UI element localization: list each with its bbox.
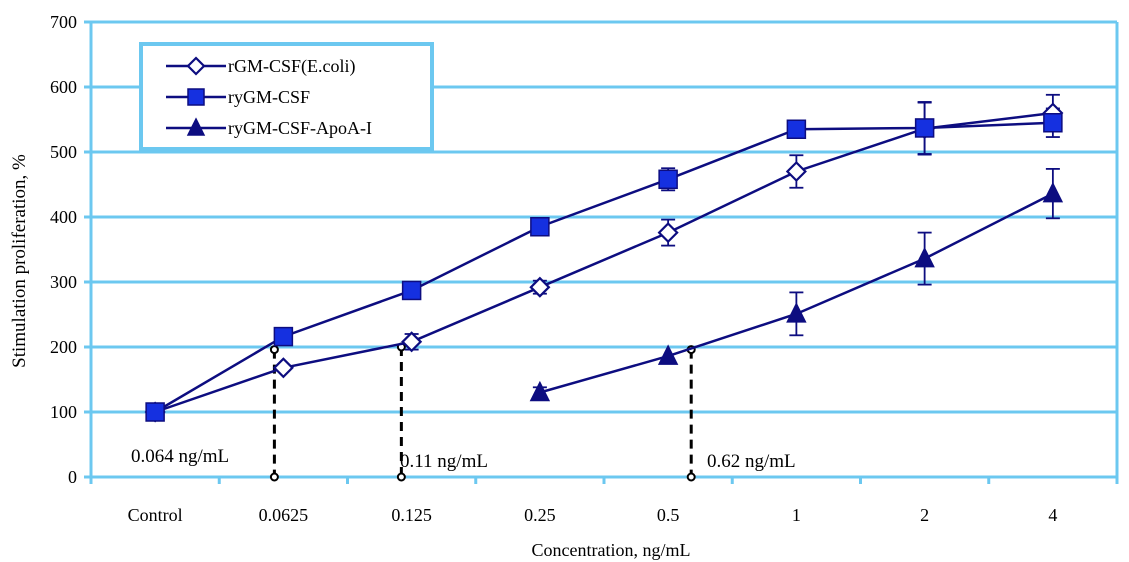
y-tick-label: 700 (50, 12, 77, 32)
y-tick-label: 500 (50, 142, 77, 162)
y-tick-label: 200 (50, 337, 77, 357)
x-tick-label: 0.125 (391, 505, 432, 525)
data-point-diamond (785, 160, 807, 183)
data-point-triangle (657, 344, 679, 365)
x-tick-label: 1 (792, 505, 801, 525)
data-point-diamond (657, 222, 679, 244)
y-tick-label: 300 (50, 272, 77, 292)
legend: rGM-CSF(E.coli) ryGM-CSF ryGM-CSF-ApoA-I (139, 42, 434, 151)
y-tick-label: 400 (50, 207, 77, 227)
x-tick-label: Control (128, 505, 183, 525)
data-point-square (401, 280, 422, 301)
data-point-square (658, 169, 678, 190)
data-point-square (273, 326, 294, 347)
data-point-triangle (529, 380, 551, 402)
data-point-diamond (401, 331, 423, 353)
data-point-triangle (1042, 181, 1064, 203)
series-line (154, 121, 1053, 414)
annotation-layer: 0.064 ng/mL 0.11 ng/mL 0.62 ng/mL (131, 342, 796, 482)
x-tick-label: 0.25 (524, 505, 556, 525)
threshold-label: 0.62 ng/mL (707, 451, 796, 472)
legend-entry-label: ryGM-CSF (228, 87, 310, 107)
y-tick-label: 0 (68, 467, 77, 487)
data-point-diamond (272, 357, 294, 379)
threshold-label: 0.064 ng/mL (131, 446, 229, 467)
data-point-square (914, 118, 935, 138)
data-point-square (145, 402, 165, 422)
threshold-axis-point (686, 472, 696, 482)
x-tick-label: 2 (920, 505, 929, 525)
series-line (154, 111, 1054, 414)
x-axis-label: Concentration, ng/mL (532, 540, 691, 560)
x-tick-label: 0.0625 (259, 505, 309, 525)
threshold-point (269, 345, 279, 355)
data-point-square (187, 88, 205, 106)
x-tick-label: 4 (1048, 505, 1057, 525)
y-axis-label: Stimulation proliferation, % (9, 154, 30, 368)
series-layer (144, 93, 1064, 423)
axis-layer: 0 100 200 300 400 500 600 700 Control 0.0625 0.125… (50, 12, 1119, 525)
data-point-diamond (186, 56, 206, 76)
data-point-diamond (529, 276, 551, 298)
y-tick-label: 600 (50, 77, 77, 97)
legend-entry-label: rGM-CSF(E.coli) (228, 56, 356, 77)
data-point-triangle (186, 117, 206, 136)
data-point-square (786, 119, 807, 139)
data-point-square (1043, 113, 1063, 133)
y-tick-label: 100 (50, 402, 77, 422)
threshold-axis-point (269, 472, 279, 482)
data-point-triangle (786, 302, 807, 323)
legend-entry-label: ryGM-CSF-ApoA-I (228, 118, 372, 138)
x-tick-label: 0.5 (657, 505, 680, 525)
data-point-square (530, 217, 550, 237)
threshold-label: 0.11 ng/mL (400, 451, 488, 472)
data-point-triangle (914, 246, 935, 268)
threshold-axis-point (396, 472, 406, 482)
